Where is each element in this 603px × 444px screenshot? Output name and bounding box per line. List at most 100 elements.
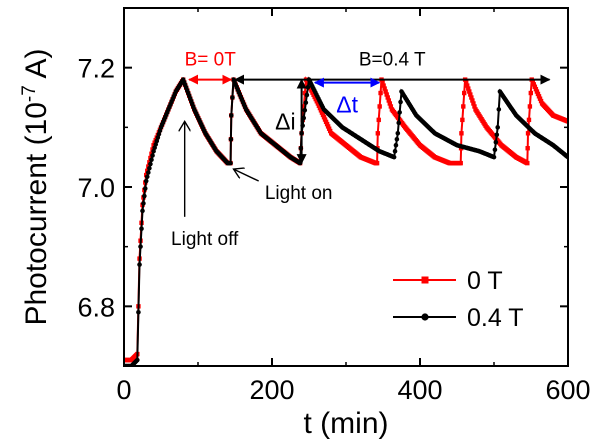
y-tick-label: 7.2 [77,54,115,84]
x-tick-label: 600 [545,375,590,405]
data-point [397,110,402,115]
x-tick-label: 200 [249,375,294,405]
data-point [532,84,538,89]
data-point [303,100,309,105]
delta-t-label: Δt [336,92,358,118]
data-point [385,95,390,100]
data-point [318,108,324,113]
data-point [322,117,328,122]
legend-item-0t: 0 T [393,267,503,295]
data-point [462,90,467,96]
data-point [383,89,388,94]
x-tick-label: 400 [397,375,442,405]
data-point [317,105,323,111]
data-point [398,99,403,105]
y-tick-label: 7.0 [77,173,115,203]
data-point [304,92,310,98]
annotation-layer: B= 0T B=0.4 T Δi Δt Light off Light on [171,50,551,250]
data-point [493,139,499,145]
data-point [378,90,383,96]
data-point [494,132,500,138]
data-point [140,208,145,214]
light-on-arrow [234,169,259,182]
legend-item-04t: 0.4 T [393,304,524,332]
data-point [138,244,143,249]
legend: 0 T 0.4 T [393,267,524,332]
data-point [150,153,155,158]
data-point [230,95,235,100]
data-point [386,98,391,103]
data-point [374,160,380,166]
data-point [302,107,308,113]
x-axis-title: t (min) [304,407,389,440]
data-point [527,104,533,109]
data-point [319,110,325,115]
y-axis-title-main: Photocurrent (10 [20,102,53,325]
data-point [147,165,152,171]
data-point [565,119,568,124]
data-point [375,131,381,136]
data-point [142,193,147,199]
data-point [525,160,530,166]
data-point [305,84,311,90]
data-point [469,95,474,100]
data-point [534,89,540,94]
series-04t [124,76,568,366]
data-point [533,86,539,92]
data-point [387,101,393,106]
data-point [525,131,531,136]
y-tick-label: 6.8 [77,292,115,322]
data-point [458,160,463,166]
data-point [136,310,141,315]
data-point [525,146,530,151]
data-point [315,101,321,106]
data-point [491,154,497,160]
data-point [135,357,140,363]
data-point [146,170,151,175]
data-point [396,120,402,126]
y-axis-title-exponent: -7 [19,85,40,102]
data-point [229,113,234,118]
data-point [536,94,542,99]
data-point [327,128,333,134]
x-tick-label: 0 [116,375,131,405]
data-point [460,117,465,123]
y-axis-title: Photocurrent (10-7 A) [19,48,53,325]
data-point [461,104,466,109]
data-point [526,117,532,123]
data-point [324,121,330,127]
data-point [465,83,470,88]
data-point [228,160,233,166]
data-point [395,131,401,136]
data-point [393,142,399,148]
data-point [467,89,472,94]
data-point [326,126,332,131]
data-point [392,148,398,154]
data-point [492,147,498,153]
data-point [144,174,150,180]
data-point [381,83,386,88]
data-point [141,201,146,206]
data-point [323,119,329,125]
data-point [316,103,322,108]
data-point [376,117,381,123]
series-layer [124,75,568,366]
data-point [142,186,148,191]
data-point [139,226,144,232]
data-point [471,101,476,106]
data-point [459,131,464,136]
data-point [137,262,142,267]
data-point [472,104,477,109]
data-point [391,154,397,160]
legend-label-0t: 0 T [467,267,503,295]
data-point [148,161,153,167]
b0-label: B= 0T [185,50,237,71]
legend-marker-04t [421,313,429,321]
data-point [495,125,501,130]
data-point [468,92,473,97]
data-point [538,98,544,104]
data-point [228,136,234,142]
data-point [466,86,471,91]
legend-label-04t: 0.4 T [467,304,524,332]
